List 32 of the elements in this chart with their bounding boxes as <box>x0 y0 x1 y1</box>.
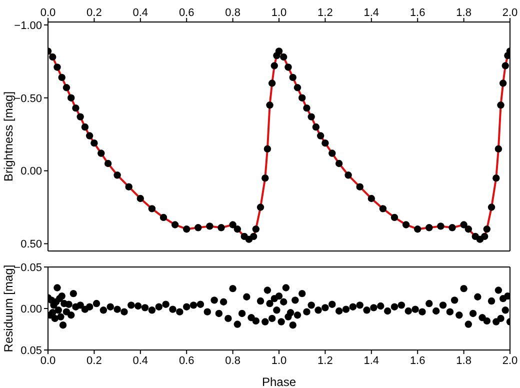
x-tick-label: 1.0 <box>271 7 287 19</box>
x-tick-label: 0.6 <box>178 7 194 19</box>
x-axis-title: Phase <box>262 375 296 388</box>
x-tick-label: 0.0 <box>40 7 56 19</box>
y-axis-title: Residuum [mag] <box>1 264 16 352</box>
x-tick-label: 2.0 <box>502 354 518 367</box>
y-tick-label: 0.05 <box>20 344 42 357</box>
x-tick-label: 1.4 <box>364 354 380 367</box>
x-tick-label: 1.0 <box>271 354 287 367</box>
x-tick-label: 0.4 <box>132 7 148 19</box>
x-tick-label: 0.2 <box>86 354 102 367</box>
x-tick-label: 1.4 <box>364 7 380 19</box>
x-tick-label: 0.8 <box>225 354 240 367</box>
x-tick-label: 1.2 <box>318 7 333 19</box>
x-tick-label: 0.6 <box>178 354 194 367</box>
x-tick-label: 1.6 <box>410 7 426 19</box>
x-tick-label: 1.8 <box>456 354 472 367</box>
x-tick-label: 0.4 <box>132 354 148 367</box>
y-tick-label: 0.00 <box>20 166 42 178</box>
x-tick-label: 0.0 <box>40 354 56 367</box>
x-tick-label: 1.2 <box>318 354 333 367</box>
y-tick-label: 0.00 <box>20 303 42 316</box>
x-tick-label: 0.8 <box>225 7 240 19</box>
x-tick-label: 0.2 <box>86 7 102 19</box>
y-tick-label: −1.00 <box>14 20 42 32</box>
x-tick-label: 1.6 <box>410 354 426 367</box>
x-tick-label: 2.0 <box>502 7 518 19</box>
y-tick-label: −0.50 <box>14 92 42 105</box>
y-tick-label: −0.05 <box>14 262 42 274</box>
y-tick-label: 0.50 <box>20 238 42 251</box>
x-tick-label: 1.8 <box>456 7 472 19</box>
y-axis-title: Brightness [mag] <box>1 91 16 182</box>
